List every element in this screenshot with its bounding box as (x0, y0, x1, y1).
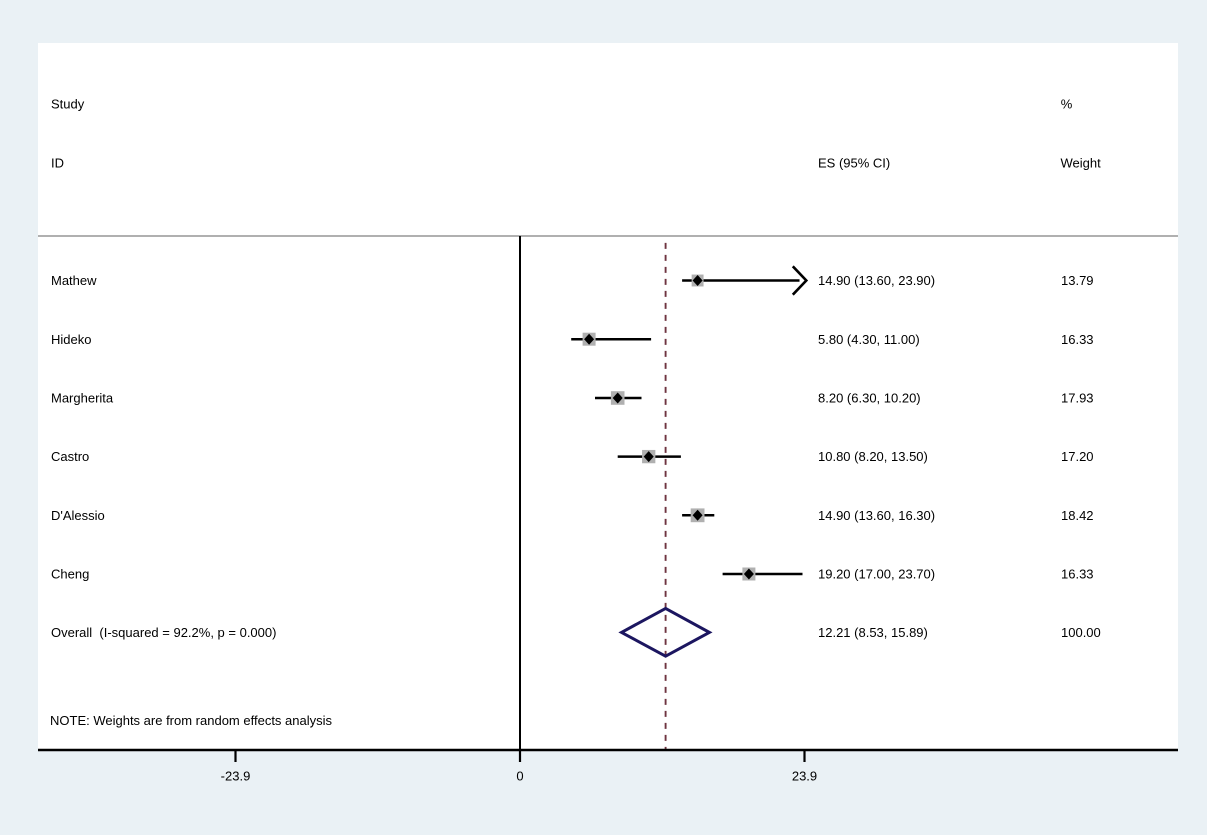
svg-text:-23.9: -23.9 (221, 769, 251, 784)
svg-text:18.42: 18.42 (1061, 508, 1094, 523)
svg-text:10.80 (8.20, 13.50): 10.80 (8.20, 13.50) (818, 449, 928, 464)
svg-text:%: % (1061, 97, 1073, 112)
svg-text:8.20 (6.30, 10.20): 8.20 (6.30, 10.20) (818, 391, 921, 406)
svg-text:14.90 (13.60, 23.90): 14.90 (13.60, 23.90) (818, 273, 935, 288)
svg-text:NOTE: Weights are from random: NOTE: Weights are from random effects an… (50, 713, 333, 728)
svg-text:Study: Study (51, 97, 85, 112)
svg-text:D'Alessio: D'Alessio (51, 508, 105, 523)
svg-text:ID: ID (51, 156, 64, 171)
svg-text:Hideko: Hideko (51, 332, 91, 347)
svg-text:12.21 (8.53, 15.89): 12.21 (8.53, 15.89) (818, 625, 928, 640)
svg-text:17.93: 17.93 (1061, 391, 1094, 406)
svg-text:14.90 (13.60, 16.30): 14.90 (13.60, 16.30) (818, 508, 935, 523)
svg-text:16.33: 16.33 (1061, 567, 1094, 582)
svg-text:5.80 (4.30, 11.00): 5.80 (4.30, 11.00) (818, 332, 920, 347)
svg-text:16.33: 16.33 (1061, 332, 1094, 347)
svg-text:Weight: Weight (1061, 156, 1102, 171)
svg-text:23.9: 23.9 (792, 769, 817, 784)
svg-text:ES (95% CI): ES (95% CI) (818, 156, 890, 171)
svg-text:Overall (I-squared = 92.2%, p: Overall (I-squared = 92.2%, p = 0.000) (51, 625, 276, 640)
svg-text:Margherita: Margherita (51, 391, 114, 406)
svg-text:19.20 (17.00, 23.70): 19.20 (17.00, 23.70) (818, 567, 935, 582)
svg-text:0: 0 (516, 769, 523, 784)
svg-text:Cheng: Cheng (51, 567, 89, 582)
svg-text:13.79: 13.79 (1061, 273, 1094, 288)
svg-text:Mathew: Mathew (51, 273, 97, 288)
svg-text:17.20: 17.20 (1061, 449, 1094, 464)
svg-text:Castro: Castro (51, 449, 89, 464)
svg-text:100.00: 100.00 (1061, 625, 1101, 640)
